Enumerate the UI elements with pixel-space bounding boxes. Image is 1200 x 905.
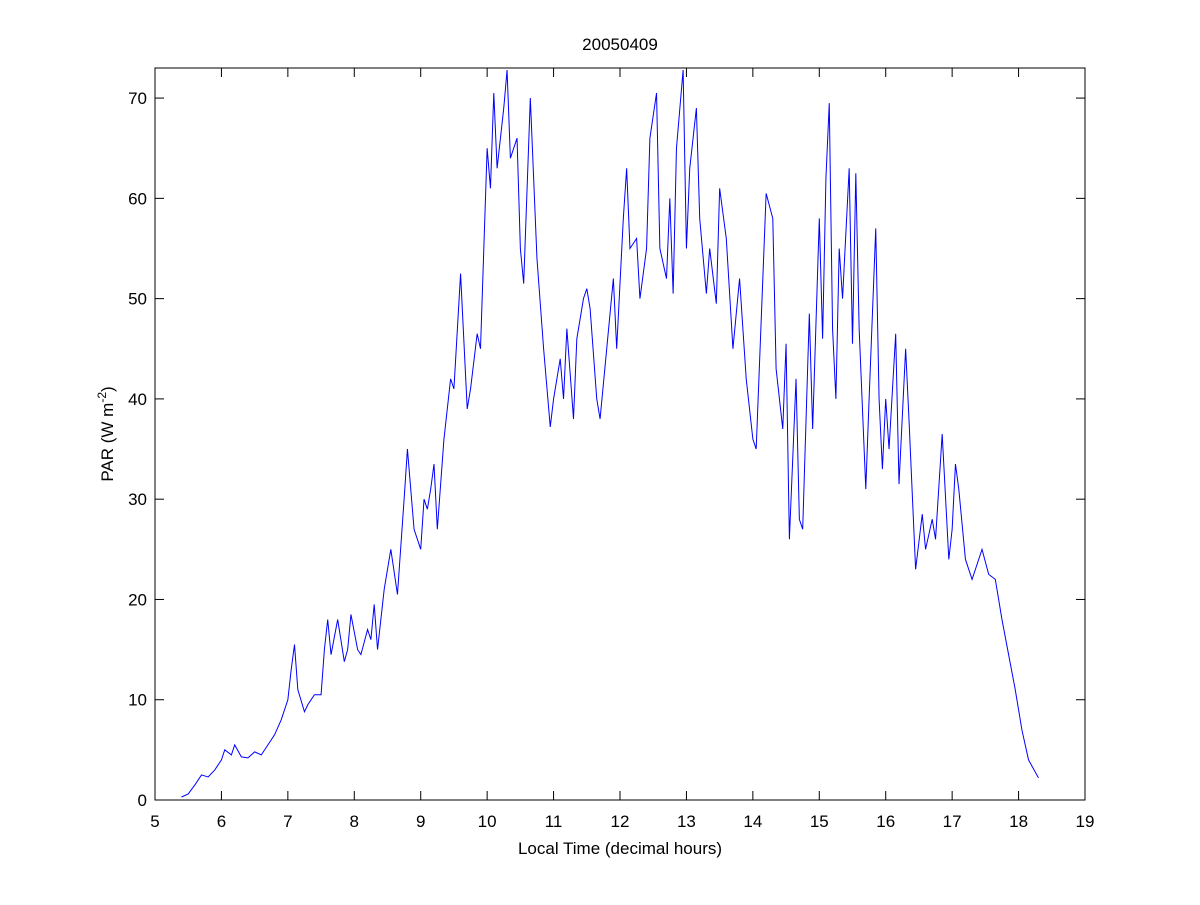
x-tick-label: 11 — [545, 812, 563, 831]
y-tick-label: 10 — [128, 691, 147, 710]
y-tick-label: 60 — [128, 189, 147, 208]
chart-title: 20050409 — [582, 35, 658, 54]
y-tick-label: 40 — [128, 390, 147, 409]
data-line — [181, 69, 1039, 798]
x-tick-label: 16 — [876, 812, 895, 831]
y-tick-label: 20 — [128, 590, 147, 609]
x-tick-label: 10 — [478, 812, 497, 831]
y-tick-label: 70 — [128, 89, 147, 108]
y-tick-label: 30 — [128, 490, 147, 509]
x-tick-label: 14 — [743, 812, 762, 831]
x-tick-label: 13 — [677, 812, 696, 831]
x-tick-label: 18 — [1009, 812, 1028, 831]
y-axis-label: PAR (W m-2) — [95, 386, 117, 481]
x-tick-label: 15 — [810, 812, 829, 831]
y-label-sup: -2 — [95, 392, 109, 403]
x-tick-label: 8 — [350, 812, 359, 831]
y-label-main: PAR (W m — [98, 403, 117, 482]
x-tick-label: 19 — [1076, 812, 1095, 831]
x-tick-label: 5 — [150, 812, 159, 831]
x-tick-label: 17 — [943, 812, 962, 831]
x-tick-label: 6 — [217, 812, 226, 831]
y-label-end: ) — [98, 386, 117, 392]
x-axis-label: Local Time (decimal hours) — [518, 839, 722, 858]
x-tick-label: 12 — [611, 812, 630, 831]
x-tick-label: 9 — [416, 812, 425, 831]
x-tick-label: 7 — [283, 812, 292, 831]
y-tick-label: 0 — [138, 791, 147, 810]
y-tick-label: 50 — [128, 290, 147, 309]
